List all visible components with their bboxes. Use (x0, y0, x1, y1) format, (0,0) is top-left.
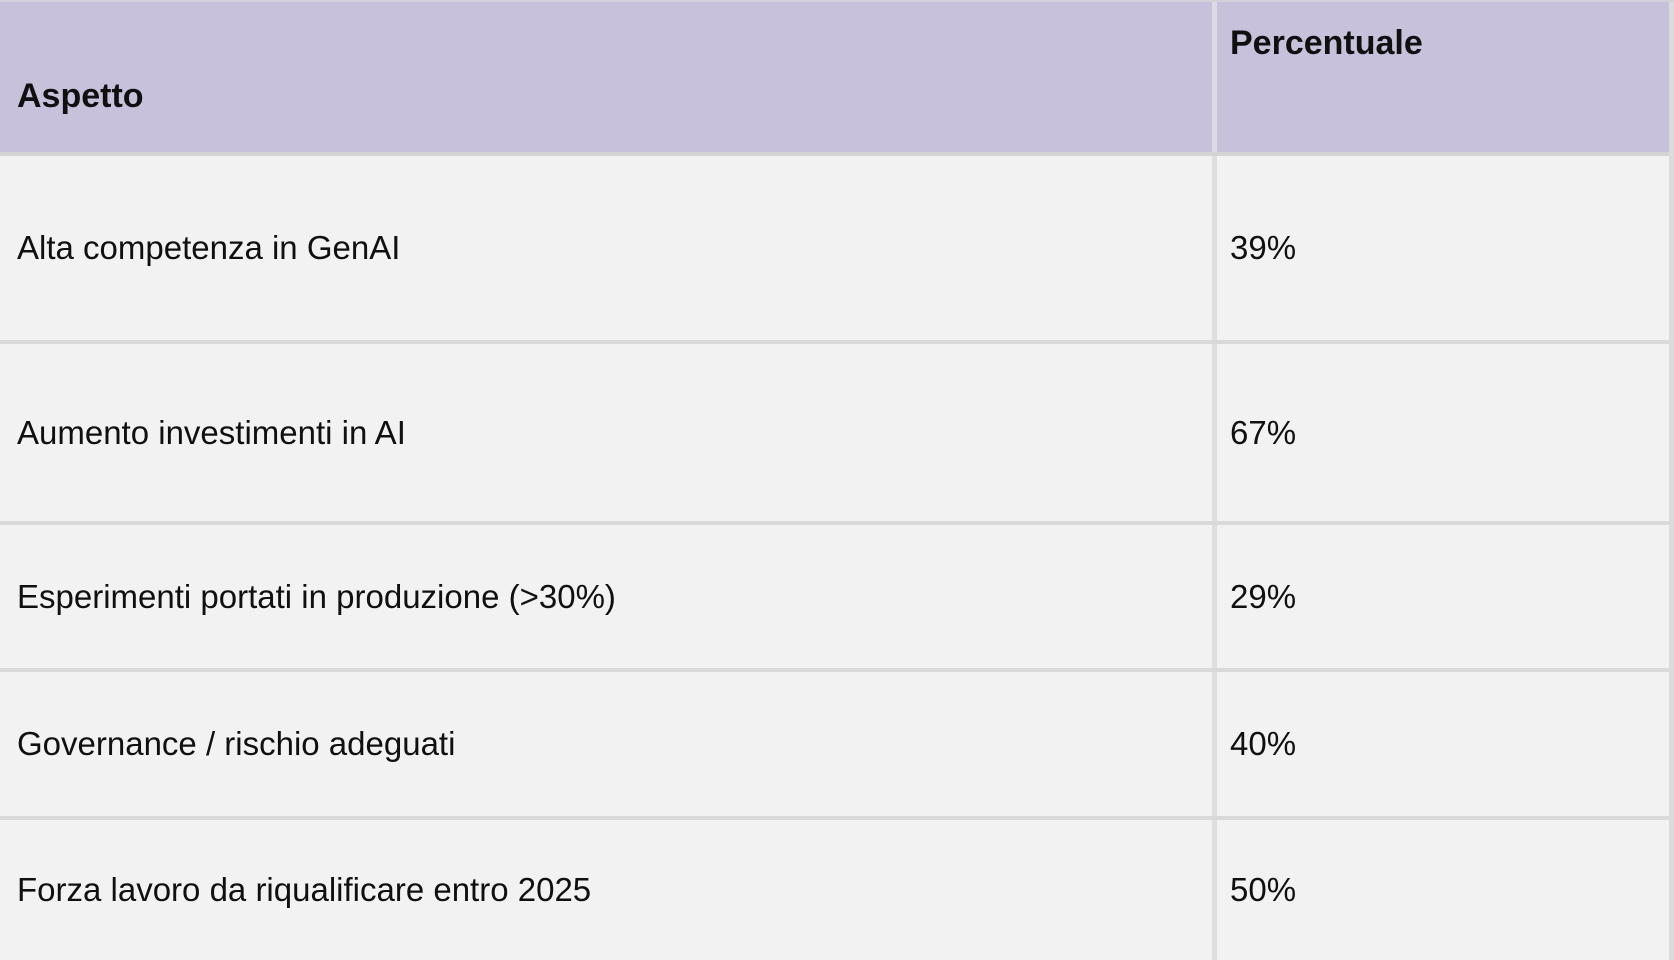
aspetto-text: Esperimenti portati in produzione (>30%) (17, 577, 616, 615)
header-label-percentuale: Percentuale (1230, 24, 1423, 62)
percentuale-text: 40% (1230, 725, 1297, 763)
header-cell-percentuale: Percentuale (1217, 2, 1674, 152)
aspetto-text: Governance / rischio adeguati (17, 725, 456, 763)
percentuale-text: 29% (1230, 577, 1297, 615)
cell-percentuale: 40% (1217, 672, 1674, 816)
table-row: Aumento investimenti in AI 67% (0, 344, 1674, 525)
table-right-border (1669, 2, 1674, 960)
cell-percentuale: 50% (1217, 820, 1674, 960)
cell-aspetto: Forza lavoro da riqualificare entro 2025 (0, 820, 1217, 960)
aspetto-text: Alta competenza in GenAI (17, 229, 401, 267)
cell-percentuale: 39% (1217, 156, 1674, 340)
header-cell-aspetto: Aspetto (0, 2, 1217, 152)
cell-aspetto: Aumento investimenti in AI (0, 344, 1217, 521)
aspetto-text: Aumento investimenti in AI (17, 413, 406, 451)
aspetto-text: Forza lavoro da riqualificare entro 2025 (17, 871, 592, 909)
table-row: Governance / rischio adeguati 40% (0, 672, 1674, 820)
percentuale-text: 67% (1230, 413, 1297, 451)
cell-aspetto: Governance / rischio adeguati (0, 672, 1217, 816)
cell-percentuale: 29% (1217, 525, 1674, 668)
percentuale-text: 50% (1230, 871, 1297, 909)
cell-aspetto: Esperimenti portati in produzione (>30%) (0, 525, 1217, 668)
table-row: Alta competenza in GenAI 39% (0, 156, 1674, 344)
header-row: Aspetto Percentuale (0, 2, 1674, 156)
cell-percentuale: 67% (1217, 344, 1674, 521)
cell-aspetto: Alta competenza in GenAI (0, 156, 1217, 340)
percentuale-text: 39% (1230, 229, 1297, 267)
header-label-aspetto: Aspetto (17, 77, 144, 115)
table-row: Esperimenti portati in produzione (>30%)… (0, 525, 1674, 672)
table-row: Forza lavoro da riqualificare entro 2025… (0, 820, 1674, 960)
